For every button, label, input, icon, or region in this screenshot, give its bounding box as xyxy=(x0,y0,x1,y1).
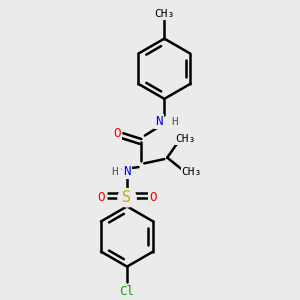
Text: S: S xyxy=(122,190,132,205)
Text: CH₃: CH₃ xyxy=(154,9,175,19)
Text: O: O xyxy=(113,127,121,140)
Text: O: O xyxy=(98,191,105,204)
Text: N: N xyxy=(123,166,131,178)
Text: H: H xyxy=(111,167,118,177)
Text: CH₃: CH₃ xyxy=(176,134,196,144)
Text: Cl: Cl xyxy=(120,284,135,298)
Text: O: O xyxy=(149,191,157,204)
Text: CH₃: CH₃ xyxy=(182,167,202,177)
Circle shape xyxy=(118,189,136,207)
Text: H: H xyxy=(171,117,178,127)
Text: N: N xyxy=(155,115,163,128)
